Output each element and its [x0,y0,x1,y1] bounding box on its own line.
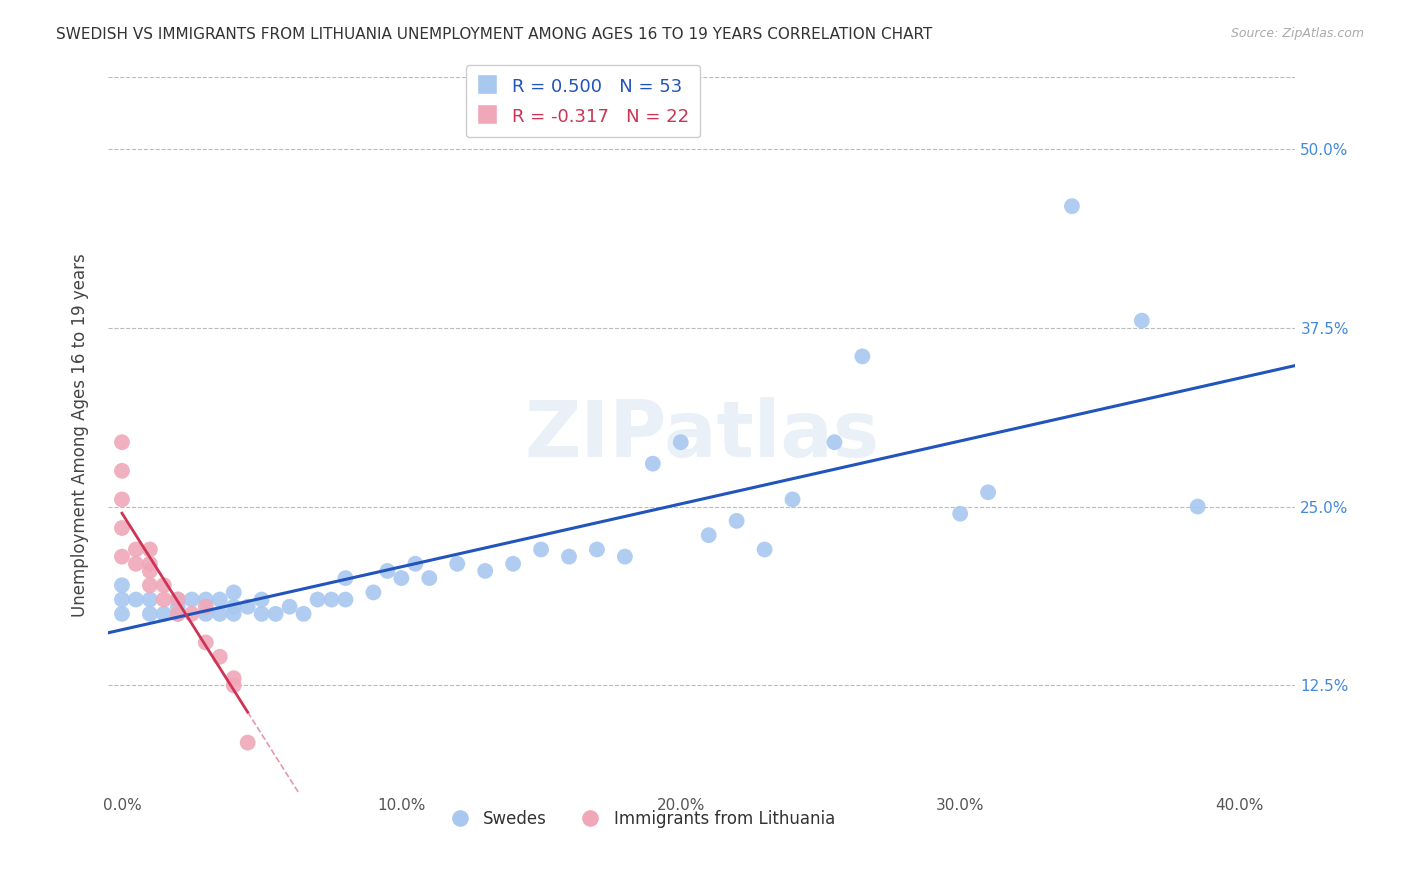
Point [222,607,245,621]
Point [250,607,273,621]
Point [222,585,245,599]
Point [111,607,134,621]
Y-axis label: Unemployment Among Ages 16 to 19 years: Unemployment Among Ages 16 to 19 years [72,253,89,617]
Point [153,592,176,607]
Point [166,592,188,607]
Point [404,557,426,571]
Point [111,521,134,535]
Point [264,607,287,621]
Point [166,607,188,621]
Point [208,607,231,621]
Text: SWEDISH VS IMMIGRANTS FROM LITHUANIA UNEMPLOYMENT AMONG AGES 16 TO 19 YEARS CORR: SWEDISH VS IMMIGRANTS FROM LITHUANIA UNE… [56,27,932,42]
Point [125,592,148,607]
Legend: Swedes, Immigrants from Lithuania: Swedes, Immigrants from Lithuania [443,803,842,834]
Point [641,457,664,471]
Point [139,592,162,607]
Point [725,514,748,528]
Point [669,435,692,450]
Point [111,549,134,564]
Point [613,549,636,564]
Point [111,492,134,507]
Point [139,564,162,578]
Point [236,599,259,614]
Point [782,492,804,507]
Point [292,607,315,621]
Point [446,557,468,571]
Point [180,592,202,607]
Point [1060,199,1083,213]
Point [153,607,176,621]
Point [166,592,188,607]
Point [111,592,134,607]
Point [194,635,217,649]
Point [949,507,972,521]
Point [851,350,873,364]
Point [111,578,134,592]
Point [586,542,609,557]
Point [139,557,162,571]
Point [502,557,524,571]
Point [335,571,357,585]
Point [363,585,385,599]
Point [823,435,845,450]
Point [222,599,245,614]
Point [166,599,188,614]
Point [111,435,134,450]
Point [278,599,301,614]
Point [111,464,134,478]
Point [335,592,357,607]
Point [236,735,259,749]
Point [1130,313,1153,327]
Point [125,557,148,571]
Point [377,564,399,578]
Point [558,549,581,564]
Point [139,542,162,557]
Point [222,678,245,692]
Point [474,564,496,578]
Point [697,528,720,542]
Point [125,542,148,557]
Text: Source: ZipAtlas.com: Source: ZipAtlas.com [1230,27,1364,40]
Text: ZIPatlas: ZIPatlas [524,397,879,473]
Point [307,592,329,607]
Point [139,607,162,621]
Point [208,592,231,607]
Point [222,671,245,685]
Point [250,592,273,607]
Point [1187,500,1209,514]
Point [418,571,440,585]
Point [194,592,217,607]
Point [180,607,202,621]
Point [321,592,343,607]
Point [208,649,231,664]
Point [754,542,776,557]
Point [153,578,176,592]
Point [977,485,1000,500]
Point [530,542,553,557]
Point [194,599,217,614]
Point [166,607,188,621]
Point [194,607,217,621]
Point [389,571,412,585]
Point [139,578,162,592]
